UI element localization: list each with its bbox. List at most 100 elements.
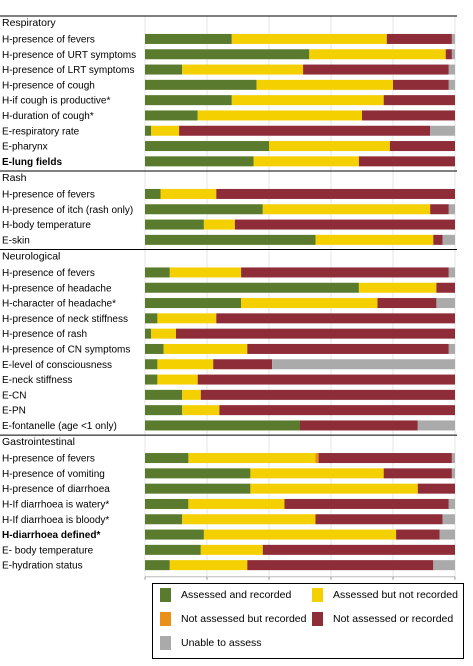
bar-segment xyxy=(315,514,443,525)
stacked-bar-chart: Respiratory H-presence of fevers H-presenc… xyxy=(0,15,457,580)
legend-label: Assessed but not recorded xyxy=(333,589,458,601)
row-label: H-diarrhoea defined* xyxy=(2,530,100,541)
bar-segment xyxy=(145,125,152,136)
legend-item: Assessed and recorded xyxy=(160,588,291,602)
bar-segment xyxy=(309,49,446,60)
bar-segment xyxy=(231,33,387,44)
bar-segment xyxy=(145,453,189,464)
bar-segment xyxy=(448,498,455,509)
row-label: H-presence of LRT symptoms xyxy=(2,65,134,76)
chart-legend: Assessed and recorded Assessed but not re… xyxy=(152,583,464,659)
bar-segment xyxy=(157,359,214,370)
bar-segment xyxy=(145,156,254,167)
bar-segment xyxy=(448,267,455,278)
bar-segment xyxy=(145,343,164,354)
bar-segment xyxy=(284,498,449,509)
legend-item: Not assessed or recorded xyxy=(312,612,453,626)
bar-segment xyxy=(145,95,232,106)
bar-segment xyxy=(241,298,378,309)
bar-segment xyxy=(145,483,251,494)
bar-segment xyxy=(253,156,359,167)
row-label: E-neck stiffness xyxy=(2,375,72,386)
row-label: H-if cough is productive* xyxy=(2,96,110,107)
bar-segment xyxy=(182,64,304,75)
bar-segment xyxy=(145,560,170,571)
row-label: E-respiratory rate xyxy=(2,126,80,137)
row-label: H-presence of vomiting xyxy=(2,469,105,480)
row-label: E-CN xyxy=(2,390,26,401)
bar-segment xyxy=(262,204,431,215)
bar-segment xyxy=(145,141,269,152)
legend-swatch xyxy=(312,588,323,602)
bar-segment xyxy=(145,204,263,215)
bar-segment xyxy=(445,49,452,60)
bar-segment xyxy=(448,343,455,354)
bar-segment xyxy=(151,125,180,136)
bar-segment xyxy=(145,468,251,479)
row-label: E-fontanelle (age <1 only) xyxy=(2,421,117,432)
bar-segment xyxy=(303,64,449,75)
bar-segment xyxy=(451,33,455,44)
row-label: E-pharynx xyxy=(2,142,48,153)
row-label: H-duration of cough* xyxy=(2,111,94,122)
row-label: H-presence of rash xyxy=(2,329,87,340)
bar-segment xyxy=(145,359,158,370)
row-label: E-PN xyxy=(2,406,26,417)
legend-item: Unable to assess xyxy=(160,636,262,650)
legend-swatch xyxy=(160,636,171,650)
bar-segment xyxy=(188,498,285,509)
bar-segment xyxy=(417,420,455,431)
legend-swatch xyxy=(312,612,323,626)
bar-segment xyxy=(300,420,418,431)
bar-segment xyxy=(145,267,170,278)
bar-segment xyxy=(145,389,183,400)
bar-segment xyxy=(219,405,455,416)
bar-segment xyxy=(157,374,198,385)
bar-segment xyxy=(231,95,384,106)
legend-label: Not assessed but recorded xyxy=(181,613,307,625)
bar-segment xyxy=(234,219,455,230)
bar-segment xyxy=(448,64,455,75)
bar-segment xyxy=(396,529,440,540)
bar-segment xyxy=(247,343,449,354)
bar-segment xyxy=(145,49,310,60)
bar-segment xyxy=(362,110,455,121)
bar-segment xyxy=(145,328,152,339)
bar-segment xyxy=(436,282,455,293)
bar-segment xyxy=(145,64,183,75)
legend-swatch xyxy=(160,612,171,626)
bar-segment xyxy=(430,204,449,215)
legend-label: Unable to assess xyxy=(181,637,262,649)
bar-segment xyxy=(169,267,242,278)
bar-segment xyxy=(188,453,316,464)
group-title: Neurological xyxy=(2,251,60,263)
group-title: Rash xyxy=(2,172,27,184)
bar-segment xyxy=(386,33,452,44)
bar-segment xyxy=(318,453,452,464)
bar-segment xyxy=(145,514,183,525)
bar-segment xyxy=(383,95,455,106)
row-label: H-If diarrhoea is bloody* xyxy=(2,515,109,526)
bar-segment xyxy=(393,79,449,90)
bar-segment xyxy=(160,188,217,199)
bar-segment xyxy=(250,483,418,494)
bar-segment xyxy=(179,125,431,136)
bar-segment xyxy=(241,267,449,278)
bar-segment xyxy=(442,234,455,245)
bar-segment xyxy=(216,188,455,199)
group-title: Gastrointestinal xyxy=(2,436,75,448)
bar-segment xyxy=(269,141,390,152)
bar-segment xyxy=(157,313,217,324)
bar-segment xyxy=(442,514,455,525)
bar-segment xyxy=(145,374,158,385)
row-label: E-hydration status xyxy=(2,561,83,572)
row-label: E-level of consciousness xyxy=(2,360,112,371)
row-label: H-character of headache* xyxy=(2,299,116,310)
row-label: H-presence of URT symptoms xyxy=(2,50,136,61)
bar-segment xyxy=(203,219,235,230)
bar-segment xyxy=(145,529,204,540)
bar-segment xyxy=(358,156,455,167)
bar-segment xyxy=(383,468,452,479)
bar-segment xyxy=(203,529,397,540)
legend-label: Not assessed or recorded xyxy=(333,613,454,625)
